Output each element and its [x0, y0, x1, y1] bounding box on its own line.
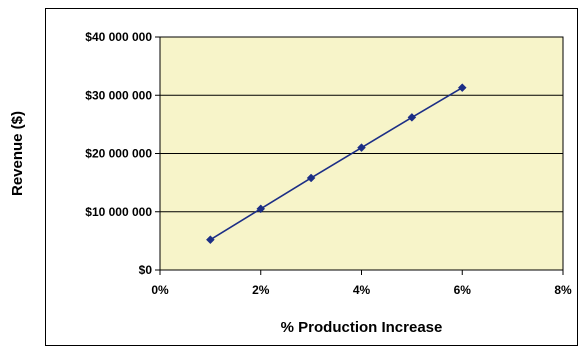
x-tick-labels: 0% 2% 4% 6% 8% — [151, 270, 572, 297]
y-tick-label-1: $10 000 000 — [85, 205, 152, 219]
x-tick-label-3: 6% — [454, 283, 472, 297]
data-point-0 — [206, 235, 215, 245]
data-point-4 — [407, 113, 417, 122]
y-tick-label-4: $40 000 000 — [85, 30, 152, 44]
y-tick-labels: $0 $10 000 000 $20 000 000 $30 000 000 $40 0… — [85, 30, 160, 277]
series-line-0 — [209, 86, 463, 241]
series-layer — [206, 83, 467, 245]
y-tick-label-2: $20 000 000 — [85, 147, 152, 161]
x-tick-label-1: 2% — [252, 283, 270, 297]
gridlines — [160, 36, 563, 213]
x-axis-title: % Production Increase — [281, 319, 443, 336]
y-axis-title: Revenue ($) — [9, 111, 26, 196]
y-tick-label-3: $30 000 000 — [85, 88, 152, 102]
y-tick-label-0: $0 — [139, 263, 153, 277]
data-point-2 — [306, 173, 316, 183]
data-point-1 — [256, 204, 266, 214]
x-tick-label-4: 8% — [554, 283, 572, 297]
data-point-3 — [357, 143, 366, 153]
x-tick-label-0: 0% — [151, 283, 169, 297]
data-point-5 — [457, 83, 467, 93]
x-tick-label-2: 4% — [353, 283, 371, 297]
